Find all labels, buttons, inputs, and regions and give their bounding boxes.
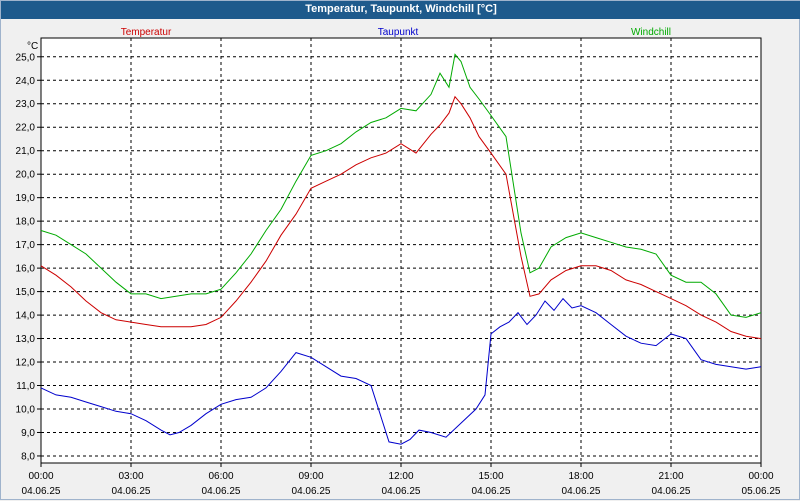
series-line-windchill bbox=[40, 53, 762, 318]
x-tick-time-label: 18:00 bbox=[568, 471, 593, 482]
chart-title: Temperatur, Taupunkt, Windchill [°C] bbox=[305, 3, 497, 15]
x-tick-time-label: 03:00 bbox=[118, 471, 143, 482]
x-tick-date-label: 04.06.25 bbox=[382, 486, 421, 497]
x-tick-date-label: 05.06.25 bbox=[742, 486, 781, 497]
x-tick-date-label: 04.06.25 bbox=[112, 486, 151, 497]
y-tick-label: 16,0 bbox=[16, 264, 36, 275]
y-tick-label: 24,0 bbox=[16, 76, 36, 87]
y-tick-label: 19,0 bbox=[16, 193, 36, 204]
y-unit-label: °C bbox=[27, 41, 38, 52]
y-tick-label: 17,0 bbox=[16, 240, 36, 251]
x-tick-time-label: 21:00 bbox=[658, 471, 683, 482]
x-tick-date-label: 04.06.25 bbox=[202, 486, 241, 497]
y-tick-label: 15,0 bbox=[16, 287, 36, 298]
plot-border bbox=[40, 37, 762, 464]
y-tick-label: 13,0 bbox=[16, 334, 36, 345]
x-tick-date-label: 04.06.25 bbox=[562, 486, 601, 497]
y-tick-label: 22,0 bbox=[16, 123, 36, 134]
x-tick-time-label: 12:00 bbox=[388, 471, 413, 482]
y-tick-label: 25,0 bbox=[16, 52, 36, 63]
y-tick-label: 21,0 bbox=[16, 146, 36, 157]
y-tick-label: 14,0 bbox=[16, 311, 36, 322]
y-tick-label: 20,0 bbox=[16, 170, 36, 181]
series-line-taupunkt bbox=[40, 297, 762, 445]
y-tick-label: 23,0 bbox=[16, 99, 36, 110]
legend-label-temperatur: Temperatur bbox=[121, 27, 172, 38]
x-tick-time-label: 15:00 bbox=[478, 471, 503, 482]
series-line-temperatur bbox=[40, 95, 762, 340]
legend-label-windchill: Windchill bbox=[631, 27, 671, 38]
y-tick-label: 9,0 bbox=[21, 428, 35, 439]
title-bar: Temperatur, Taupunkt, Windchill [°C] bbox=[1, 1, 800, 19]
x-tick-date-label: 04.06.25 bbox=[472, 486, 511, 497]
y-tick-label: 10,0 bbox=[16, 404, 36, 415]
x-tick-date-label: 04.06.25 bbox=[652, 486, 691, 497]
y-tick-label: 8,0 bbox=[21, 451, 35, 462]
x-tick-time-label: 00:00 bbox=[748, 471, 773, 482]
x-tick-date-label: 04.06.25 bbox=[292, 486, 331, 497]
y-tick-label: 12,0 bbox=[16, 358, 36, 369]
legend-label-taupunkt: Taupunkt bbox=[378, 27, 419, 38]
y-tick-label: 18,0 bbox=[16, 217, 36, 228]
x-tick-time-label: 00:00 bbox=[28, 471, 53, 482]
x-tick-time-label: 06:00 bbox=[208, 471, 233, 482]
y-tick-label: 11,0 bbox=[16, 381, 35, 392]
x-tick-date-label: 04.06.25 bbox=[22, 486, 61, 497]
x-tick-time-label: 09:00 bbox=[298, 471, 323, 482]
